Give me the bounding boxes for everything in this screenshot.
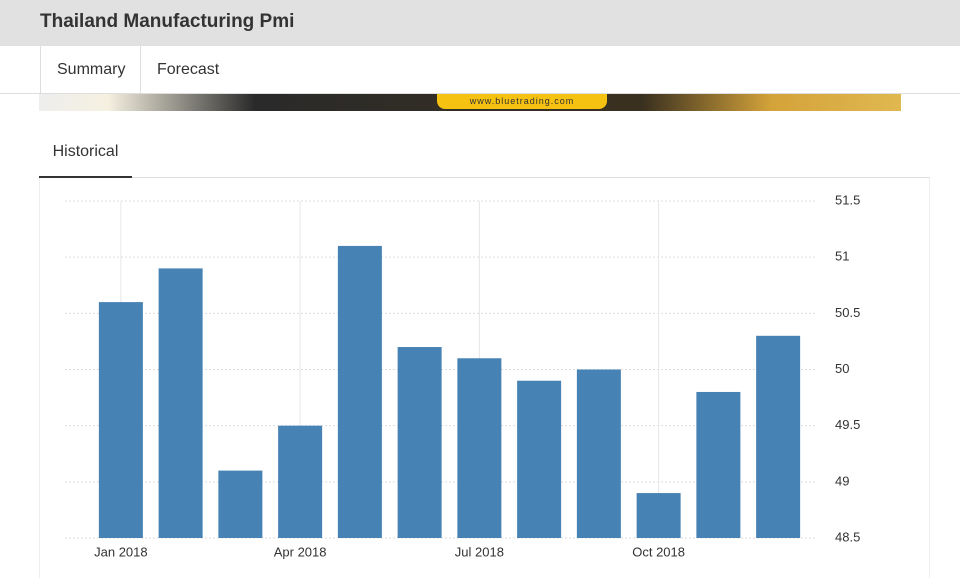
bar: [696, 391, 741, 538]
banner-text: www.bluetrading.com: [437, 94, 607, 109]
y-tick-label: 49: [835, 473, 849, 488]
bar: [457, 358, 502, 538]
bar: [278, 425, 323, 538]
x-tick-label: Jul 2018: [455, 544, 504, 559]
bar: [218, 470, 263, 538]
y-tick-label: 51.5: [835, 192, 860, 207]
bar: [337, 245, 382, 538]
page-title: Thailand Manufacturing Pmi: [40, 11, 295, 32]
ad-banner[interactable]: www.bluetrading.com: [39, 94, 901, 111]
bar: [517, 380, 562, 538]
y-tick-label: 51: [835, 249, 849, 264]
y-tick-label: 50.5: [835, 305, 860, 320]
bar: [158, 268, 203, 538]
x-tick-label: Jan 2018: [94, 544, 148, 559]
y-tick-label: 50: [835, 361, 849, 376]
bar: [576, 369, 621, 538]
section-tab[interactable]: Historical: [39, 139, 132, 178]
y-tick-label: 48.5: [835, 529, 860, 544]
chart-panel: [39, 177, 930, 578]
bar: [397, 347, 442, 538]
bar: [98, 302, 143, 538]
tab[interactable]: Summary: [40, 46, 141, 93]
y-tick-label: 49.5: [835, 417, 860, 432]
header: Thailand Manufacturing Pmi: [0, 0, 960, 46]
x-tick-label: Oct 2018: [632, 544, 685, 559]
x-tick-label: Apr 2018: [274, 544, 327, 559]
tab-bar: Summary Forecast: [0, 46, 960, 94]
tab[interactable]: Forecast: [157, 61, 220, 78]
bar: [636, 493, 681, 538]
bar: [756, 335, 801, 538]
